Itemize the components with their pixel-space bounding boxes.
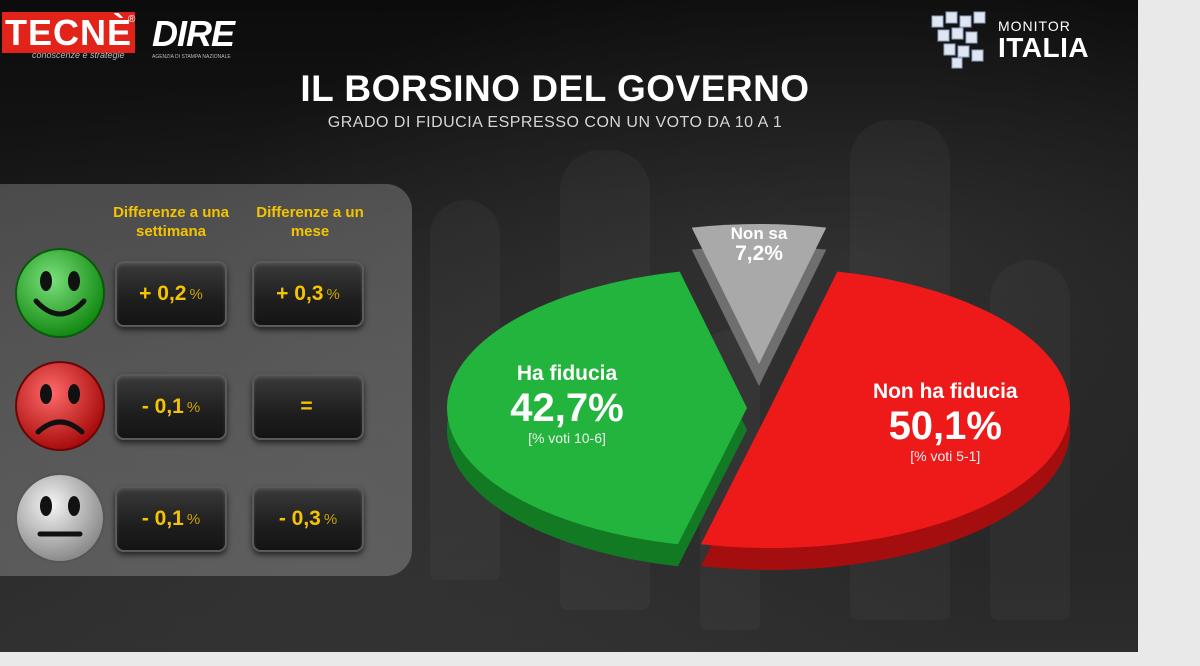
slice-label-ha-fiducia: Ha fiducia 42,7% [% voti 10-6] — [467, 362, 667, 446]
monitor-logo-big-text: ITALIA — [998, 32, 1090, 63]
slice-value-non-sa: 7,2% — [735, 242, 783, 265]
tecne-logo-text: TECNÈ — [2, 12, 136, 53]
slice-label-non-ha-fiducia: Non ha fiducia 50,1% [% voti 5-1] — [835, 380, 1055, 464]
sad-month-diff-value: = — [300, 395, 313, 418]
neutral-month-diff-unit: % — [323, 510, 338, 528]
happy-face-icon — [15, 248, 105, 338]
dire-logo-text: DIRE — [152, 13, 235, 54]
slice-name-non-sa: Non sa — [730, 224, 788, 243]
slice-value-ha-fiducia: 42,7% — [510, 385, 624, 430]
pie-chart — [447, 223, 1071, 571]
chart-title: IL BORSINO DEL GOVERNO — [300, 68, 810, 109]
monitor-italia-logo: MONITOR ITALIA — [928, 10, 1108, 70]
happy-week-diff-cell: + 0,2% — [115, 261, 227, 327]
sad-face-icon — [15, 361, 105, 451]
happy-month-diff-cell: + 0,3% — [252, 261, 364, 327]
sad-week-diff-cell: - 0,1% — [115, 374, 227, 440]
happy-month-diff-value: + 0,3 — [276, 282, 324, 305]
tecne-logo: TECNÈ ® conoscenze e strategie — [2, 12, 142, 64]
dire-tagline: AGENZIA DI STAMPA NAZIONALE — [152, 54, 231, 60]
dire-logo: DIRE AGENZIA DI STAMPA NAZIONALE — [152, 13, 235, 62]
screen-border-right — [1138, 0, 1200, 666]
slice-name-non-ha-fiducia: Non ha fiducia — [872, 379, 1018, 403]
slice-note-ha-fiducia: [% voti 10-6] — [528, 429, 606, 446]
happy-month-diff-unit: % — [326, 285, 340, 303]
sad-week-diff-unit: % — [186, 398, 201, 416]
neutral-week-diff-cell: - 0,1% — [115, 486, 227, 552]
neutral-face-icon — [15, 473, 105, 563]
neutral-week-diff-unit: % — [186, 510, 201, 528]
pie-slice-non-sa — [691, 223, 827, 364]
slice-name-ha-fiducia: Ha fiducia — [516, 361, 618, 385]
happy-week-diff-value: + 0,2 — [139, 282, 187, 305]
monitor-logo-small-text: MONITOR — [998, 18, 1071, 34]
chart-subtitle: GRADO DI FIDUCIA ESPRESSO CON UN VOTO DA… — [327, 114, 783, 131]
neutral-month-diff-cell: - 0,3% — [252, 486, 364, 552]
slice-label-non-sa: Non sa 7,2% — [709, 225, 809, 265]
tecne-tagline: conoscenze e strategie — [32, 50, 125, 60]
tecne-registered-mark: ® — [128, 14, 136, 25]
neutral-week-diff-value: - 0,1 — [141, 507, 184, 530]
pie-slice-non-ha-fiducia — [700, 271, 1071, 549]
week-difference-header: Differenze a una settimana — [113, 204, 229, 240]
sad-week-diff-value: - 0,1 — [141, 395, 184, 418]
slice-note-non-ha-fiducia: [% voti 5-1] — [910, 447, 981, 464]
slice-value-non-ha-fiducia: 50,1% — [888, 403, 1002, 448]
sad-month-diff-cell: = — [252, 374, 364, 440]
happy-week-diff-unit: % — [189, 285, 203, 303]
pie-slice-ha-fiducia — [447, 271, 747, 545]
neutral-month-diff-value: - 0,3 — [278, 507, 321, 530]
month-difference-header: Differenze a un mese — [256, 204, 364, 240]
screen-border-bottom — [0, 652, 1138, 666]
cubes-icon — [931, 11, 986, 69]
slide-background: TECNÈ ® conoscenze e strategie DIRE AGEN… — [0, 0, 1138, 652]
